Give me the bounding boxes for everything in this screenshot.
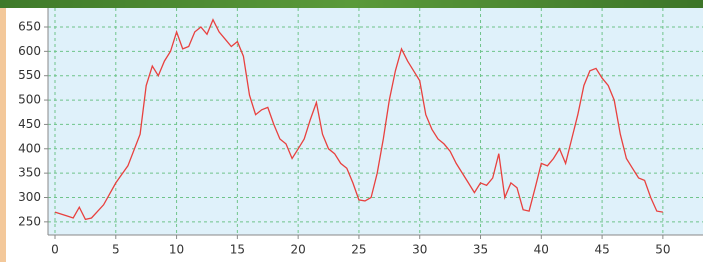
y-tick-label: 300 bbox=[18, 190, 41, 204]
y-tick-label: 450 bbox=[18, 117, 41, 131]
top-banner bbox=[0, 0, 703, 8]
y-tick-label: 600 bbox=[18, 44, 41, 58]
y-tick-label: 550 bbox=[18, 68, 41, 82]
x-tick-label: 20 bbox=[291, 243, 306, 257]
y-tick-label: 400 bbox=[18, 141, 41, 155]
y-tick-label: 250 bbox=[18, 214, 41, 228]
x-tick-label: 50 bbox=[655, 243, 670, 257]
plot-area bbox=[48, 8, 703, 235]
y-tick-label: 500 bbox=[18, 93, 41, 107]
x-tick-label: 15 bbox=[230, 243, 245, 257]
x-tick-label: 40 bbox=[534, 243, 549, 257]
x-tick-label: 25 bbox=[351, 243, 366, 257]
y-tick-label: 350 bbox=[18, 166, 41, 180]
page: {"chart_data": {"type": "line", "x": [0,… bbox=[0, 0, 703, 262]
x-tick-label: 10 bbox=[169, 243, 184, 257]
x-tick-label: 45 bbox=[594, 243, 609, 257]
x-tick-label: 30 bbox=[412, 243, 427, 257]
x-tick-label: 5 bbox=[112, 243, 120, 257]
left-strip bbox=[0, 8, 6, 262]
x-tick-label: 0 bbox=[51, 243, 59, 257]
y-tick-label: 650 bbox=[18, 19, 41, 33]
chart: 250 300 350 400 450 500 550 600 650 0 5 10 15 20 25 30 3… bbox=[0, 0, 703, 262]
x-tick-label: 35 bbox=[473, 243, 488, 257]
